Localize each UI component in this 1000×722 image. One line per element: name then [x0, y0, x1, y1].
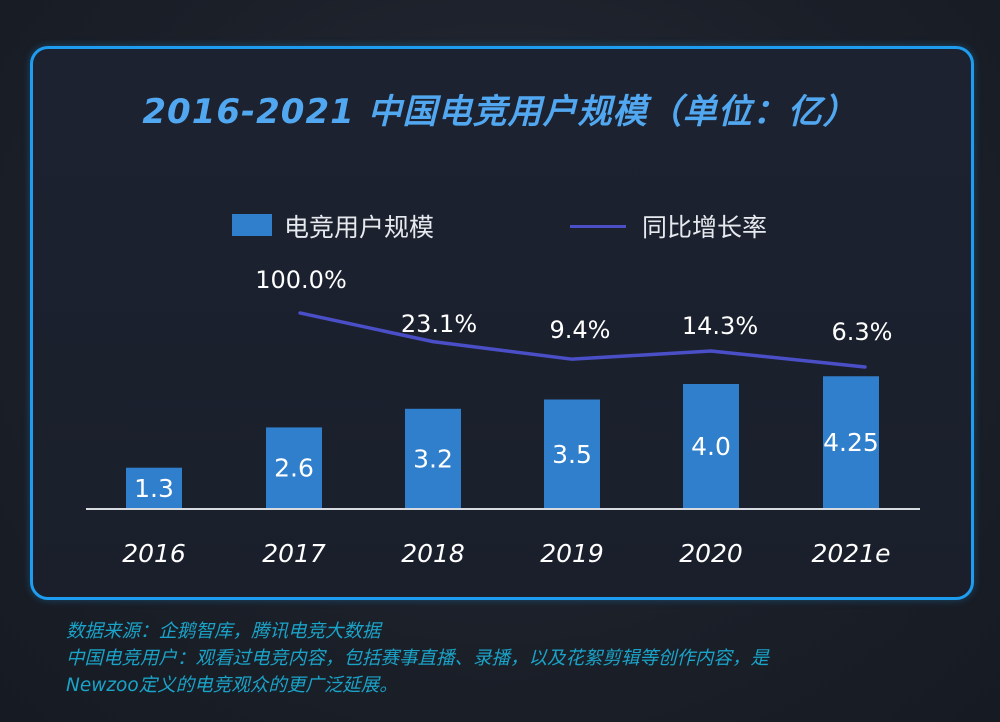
x-tick-label: 2016	[122, 539, 186, 568]
legend-line-label: 同比增长率	[642, 213, 768, 242]
x-tick-label: 2017	[262, 539, 326, 568]
bar-value-label: 1.3	[134, 474, 174, 503]
bar-value-label: 3.2	[413, 444, 453, 473]
growth-value-label: 6.3%	[832, 318, 893, 346]
legend: 电竞用户规模 同比增长率	[0, 206, 1000, 246]
definition-line-2: Newzoo定义的电竞观众的更广泛延展。	[66, 675, 398, 696]
legend-bar-label: 电竞用户规模	[284, 213, 435, 242]
bar-2020	[683, 384, 739, 508]
x-tick-label: 2020	[679, 539, 743, 568]
legend-bar-swatch	[232, 214, 272, 236]
bar-2021e	[823, 376, 879, 508]
source-note: 数据来源：企鹅智库，腾讯电竞大数据 中国电竞用户：观看过电竞内容，包括赛事直播、…	[66, 618, 986, 699]
bar-value-label: 4.25	[823, 428, 879, 457]
growth-rate-line	[298, 311, 867, 369]
x-tick-label: 2018	[401, 539, 465, 568]
growth-value-label: 9.4%	[550, 316, 611, 344]
legend-line-swatch	[570, 225, 626, 228]
growth-value-label: 23.1%	[401, 310, 477, 338]
chart-frame	[30, 46, 974, 600]
bar-value-label: 2.6	[274, 454, 314, 483]
chart-title: 2016-2021 中国电竞用户规模（单位：亿）	[142, 92, 858, 132]
bar-value-label: 3.5	[552, 440, 592, 469]
definition-line-1: 中国电竞用户：观看过电竞内容，包括赛事直播、录播，以及花絮剪辑等创作内容，是	[66, 648, 770, 669]
growth-value-label: 100.0%	[255, 266, 347, 294]
bar-2016	[126, 467, 182, 508]
source-line: 数据来源：企鹅智库，腾讯电竞大数据	[66, 621, 381, 642]
x-tick-label: 2021e	[811, 539, 890, 568]
bar-2019	[544, 399, 600, 508]
growth-value-label: 14.3%	[682, 312, 758, 340]
x-tick-label: 2019	[540, 539, 604, 568]
bar-2017	[266, 427, 322, 508]
bar-2018	[405, 408, 461, 508]
bar-value-label: 4.0	[691, 432, 731, 461]
